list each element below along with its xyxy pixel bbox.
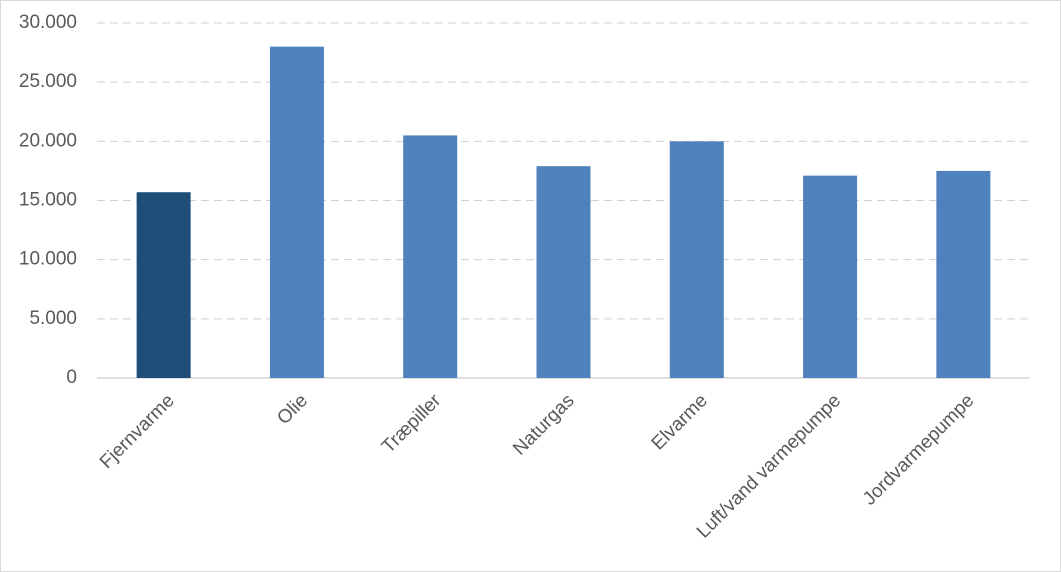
bar [269,46,324,379]
bar [536,166,591,378]
bar [136,192,191,378]
y-tick-label: 0 [66,367,77,388]
y-tick-label: 15.000 [19,190,77,211]
bar [803,175,858,378]
y-tick-label: 10.000 [19,249,77,270]
bar [936,170,991,378]
bar [403,135,458,378]
y-tick-label: 25.000 [19,71,77,92]
y-tick-label: 20.000 [19,130,77,151]
bar [669,141,724,378]
y-tick-label: 5.000 [29,308,77,329]
y-tick-label: 30.000 [19,12,77,33]
